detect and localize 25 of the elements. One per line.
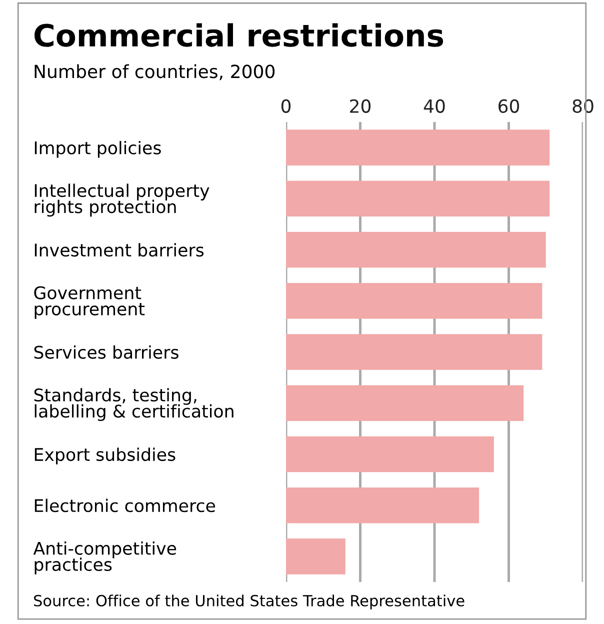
bar <box>286 232 546 268</box>
x-tick-label: 40 <box>424 99 445 113</box>
bar <box>286 334 542 370</box>
y-tick-label: Export subsidies <box>34 448 176 464</box>
x-tick-label: 20 <box>350 99 371 113</box>
y-tick-label: Import policies <box>34 140 161 158</box>
y-tick-label: Electronic commerce <box>34 498 216 512</box>
y-tick-label: Standards, testing, labelling & certification <box>34 388 234 422</box>
y-tick-label: Government procurement <box>34 286 145 319</box>
x-tick-label: 0 <box>281 99 291 113</box>
bar <box>286 385 524 421</box>
chart-subtitle: Number of countries, 2000 <box>34 64 275 80</box>
bar <box>286 436 494 472</box>
x-tick-label: 60 <box>498 99 520 113</box>
bar <box>286 487 480 524</box>
y-tick-label: Intellectual property rights protection <box>34 184 210 217</box>
chart-title: Commercial restrictions <box>34 23 444 47</box>
y-tick-label: Investment barriers <box>34 243 204 257</box>
bar <box>286 538 346 574</box>
y-tick-label: Anti-competitive practices <box>33 541 176 574</box>
y-tick-label: Services barriers <box>34 345 178 359</box>
source-note: Source: Office of the United States Trade Representative <box>34 594 464 610</box>
bar <box>286 283 542 319</box>
bar <box>286 130 550 166</box>
bar <box>286 180 550 217</box>
